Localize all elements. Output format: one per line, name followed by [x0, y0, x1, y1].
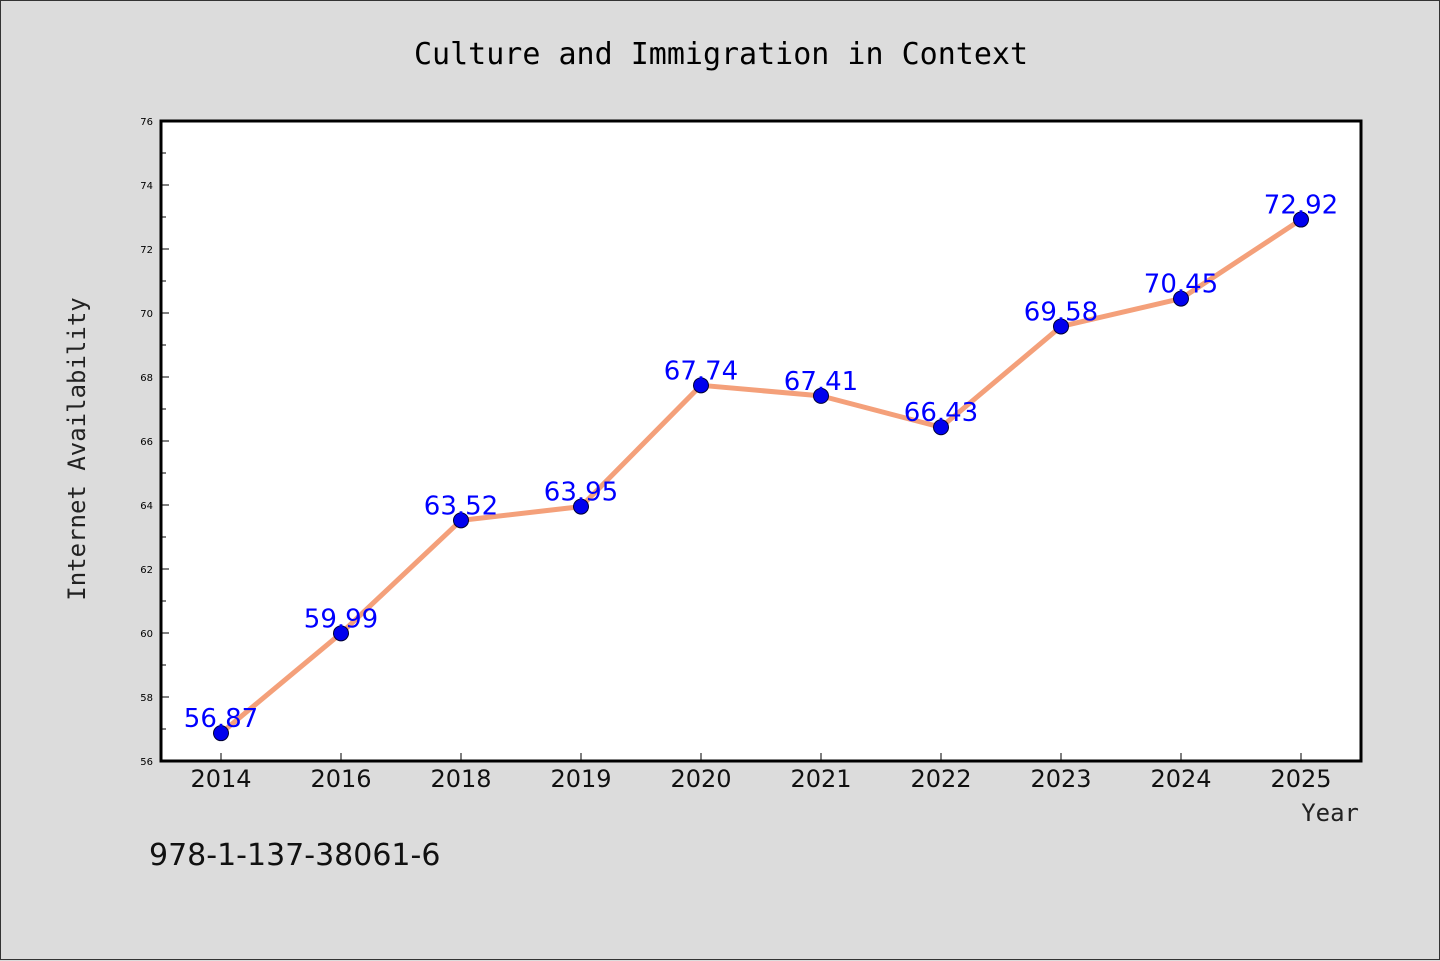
data-label: 67.41 [784, 367, 858, 397]
y-tick-label: 70 [140, 309, 153, 320]
data-label: 70.45 [1144, 270, 1218, 300]
x-tick-label: 2023 [1030, 765, 1091, 793]
y-tick-label: 68 [140, 373, 153, 384]
data-label: 56.87 [184, 704, 258, 734]
data-point [1293, 211, 1309, 228]
data-label-layer: 56.87 59.99 63.52 63.95 67.74 67.41 66.43 69.58… [184, 191, 1338, 735]
y-tick-label: 62 [140, 565, 153, 576]
data-label: 72.92 [1264, 191, 1338, 221]
y-tick-label: 60 [140, 629, 153, 640]
y-tick-label: 72 [140, 245, 153, 256]
isbn-footer: 978-1-137-38061-6 [149, 838, 440, 873]
data-point [333, 625, 349, 642]
data-point [693, 377, 709, 394]
data-label: 69.58 [1024, 297, 1098, 327]
data-label: 63.95 [544, 478, 618, 508]
data-point [1053, 318, 1069, 335]
x-tick-label: 2018 [430, 765, 491, 793]
data-point [453, 512, 469, 529]
x-tick-label: 2022 [910, 765, 971, 793]
y-axis: 56 58 60 62 64 66 68 70 72 74 76 [140, 117, 169, 768]
y-tick-label: 74 [140, 181, 153, 192]
x-tick-label: 2025 [1270, 765, 1331, 793]
data-point [933, 419, 949, 436]
x-axis: 2014 2016 2018 2019 2020 2021 2022 2023 2024 2025 [190, 753, 1332, 793]
y-tick-label: 76 [140, 117, 153, 128]
x-tick-label: 2021 [790, 765, 851, 793]
x-tick-label: 2016 [310, 765, 371, 793]
x-tick-label: 2024 [1150, 765, 1211, 793]
data-label: 66.43 [904, 398, 978, 428]
x-axis-title: Year [1301, 799, 1359, 827]
series-layer [213, 211, 1309, 742]
data-label: 59.99 [304, 604, 378, 634]
data-label: 67.74 [664, 356, 738, 386]
series-line [218, 217, 1304, 736]
x-tick-label: 2019 [550, 765, 611, 793]
y-tick-label: 56 [140, 757, 153, 768]
data-point [573, 498, 589, 515]
data-label: 63.52 [424, 491, 498, 521]
y-axis-title: Internet Availability [63, 297, 91, 600]
y-tick-label: 64 [140, 501, 153, 512]
y-tick-label: 66 [140, 437, 153, 448]
plot-area [161, 121, 1361, 761]
y-tick-label: 58 [140, 693, 153, 704]
x-tick-label: 2020 [670, 765, 731, 793]
data-point [813, 387, 829, 404]
chart-title: Culture and Immigration in Context [414, 37, 1028, 72]
x-tick-label: 2014 [190, 765, 251, 793]
data-point [1173, 290, 1189, 307]
plot-border [159, 119, 1363, 763]
data-point [213, 725, 229, 742]
